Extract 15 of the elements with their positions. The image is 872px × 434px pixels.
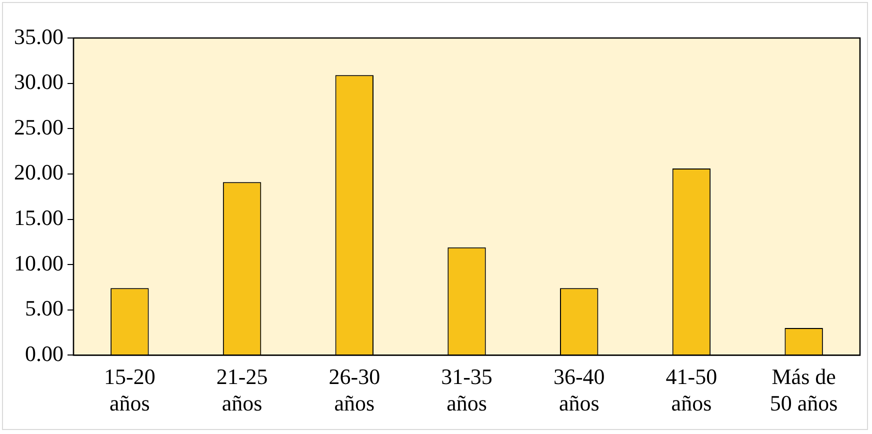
x-tick-label: 21-25 años xyxy=(216,364,268,416)
y-tick-label: 20.00 xyxy=(14,160,64,185)
x-tick-label: 41-50 años xyxy=(666,364,718,416)
y-tick-label: 25.00 xyxy=(14,114,64,140)
y-tick-label: 0.00 xyxy=(25,340,64,366)
x-tick-label: Más de 50 años xyxy=(770,364,838,416)
y-tick-label: 15.00 xyxy=(14,205,64,230)
y-tick-label: 10.00 xyxy=(14,250,64,276)
x-tick-label: 36-40 años xyxy=(553,364,605,416)
x-tick-label: 15-20 años xyxy=(104,364,156,416)
y-tick-label: 5.00 xyxy=(25,296,64,321)
y-tick-label: 30.00 xyxy=(14,69,64,94)
x-tick-label: 31-35 años xyxy=(441,364,492,416)
x-tick-label: 26-30 años xyxy=(328,364,380,416)
y-tick-label: 35.00 xyxy=(14,24,64,49)
